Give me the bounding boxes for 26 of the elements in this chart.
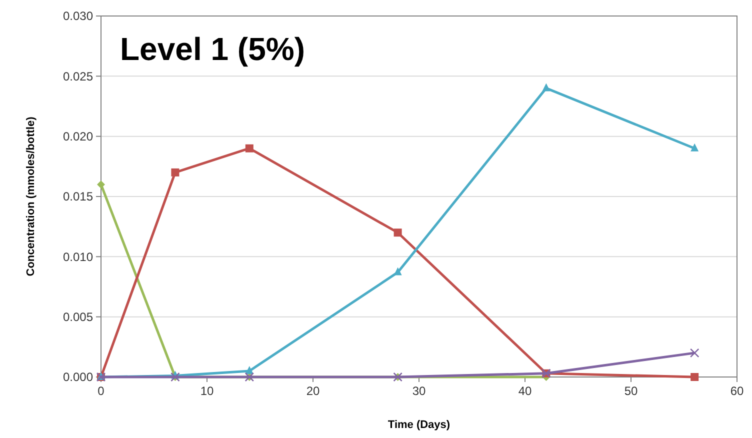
point <box>690 373 699 381</box>
point <box>542 83 550 92</box>
y-tick-label: 0.030 <box>62 9 94 24</box>
point <box>690 348 700 358</box>
y-tick-label: 0.000 <box>62 370 94 384</box>
x-tick-label: 40 <box>518 384 532 398</box>
x-tick-label: 20 <box>306 384 320 398</box>
x-axis-title: Time (Days) <box>388 419 450 431</box>
y-tick-label: 0.025 <box>62 69 94 84</box>
x-tick-label: 30 <box>412 384 426 398</box>
x-tick-label: 10 <box>200 384 214 398</box>
point <box>690 143 699 152</box>
y-tick-label: 0.015 <box>62 190 94 204</box>
point <box>245 144 254 152</box>
x-tick-label: 0 <box>98 384 105 398</box>
y-tick-label: 0.020 <box>62 130 94 144</box>
y-tick-label: 0.010 <box>62 250 94 264</box>
y-axis-title: Concentration (mmoles/bottle) <box>25 116 37 276</box>
point <box>394 228 402 237</box>
text: Level 1 (5%) <box>120 31 305 67</box>
point <box>97 180 105 188</box>
x-tick-label: 50 <box>624 384 638 398</box>
point <box>245 366 254 374</box>
x-tick-label: 60 <box>730 384 744 398</box>
point <box>171 168 180 176</box>
y-tick-label: 0.005 <box>62 310 94 324</box>
